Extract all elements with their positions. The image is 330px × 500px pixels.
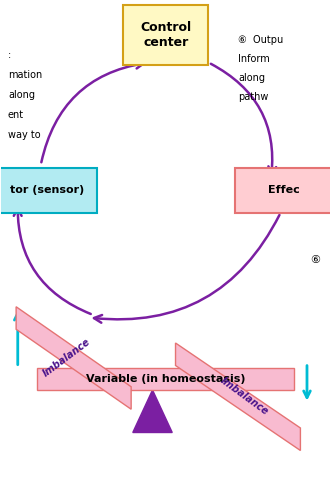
Text: ent: ent xyxy=(8,110,24,120)
Polygon shape xyxy=(176,343,300,450)
Text: along: along xyxy=(238,73,265,83)
Text: pathw: pathw xyxy=(238,92,268,102)
Text: Effec: Effec xyxy=(268,185,300,195)
Text: Inform: Inform xyxy=(238,54,270,64)
FancyBboxPatch shape xyxy=(0,168,97,212)
Polygon shape xyxy=(16,306,131,409)
Text: along: along xyxy=(8,90,35,100)
Text: :: : xyxy=(8,50,11,60)
FancyBboxPatch shape xyxy=(235,168,330,212)
Text: ⑥: ⑥ xyxy=(310,255,320,265)
Text: ⑥  Outpu: ⑥ Outpu xyxy=(238,35,283,45)
Text: way to: way to xyxy=(8,130,41,140)
Text: Imbalance: Imbalance xyxy=(219,376,270,418)
Text: tor (sensor): tor (sensor) xyxy=(10,185,84,195)
Text: Variable (in homeostasis): Variable (in homeostasis) xyxy=(86,374,246,384)
Polygon shape xyxy=(133,390,172,432)
Text: mation: mation xyxy=(8,70,42,80)
Text: Imbalance: Imbalance xyxy=(41,337,93,379)
Polygon shape xyxy=(38,368,294,390)
Text: Control
center: Control center xyxy=(140,21,191,49)
FancyBboxPatch shape xyxy=(123,5,208,65)
